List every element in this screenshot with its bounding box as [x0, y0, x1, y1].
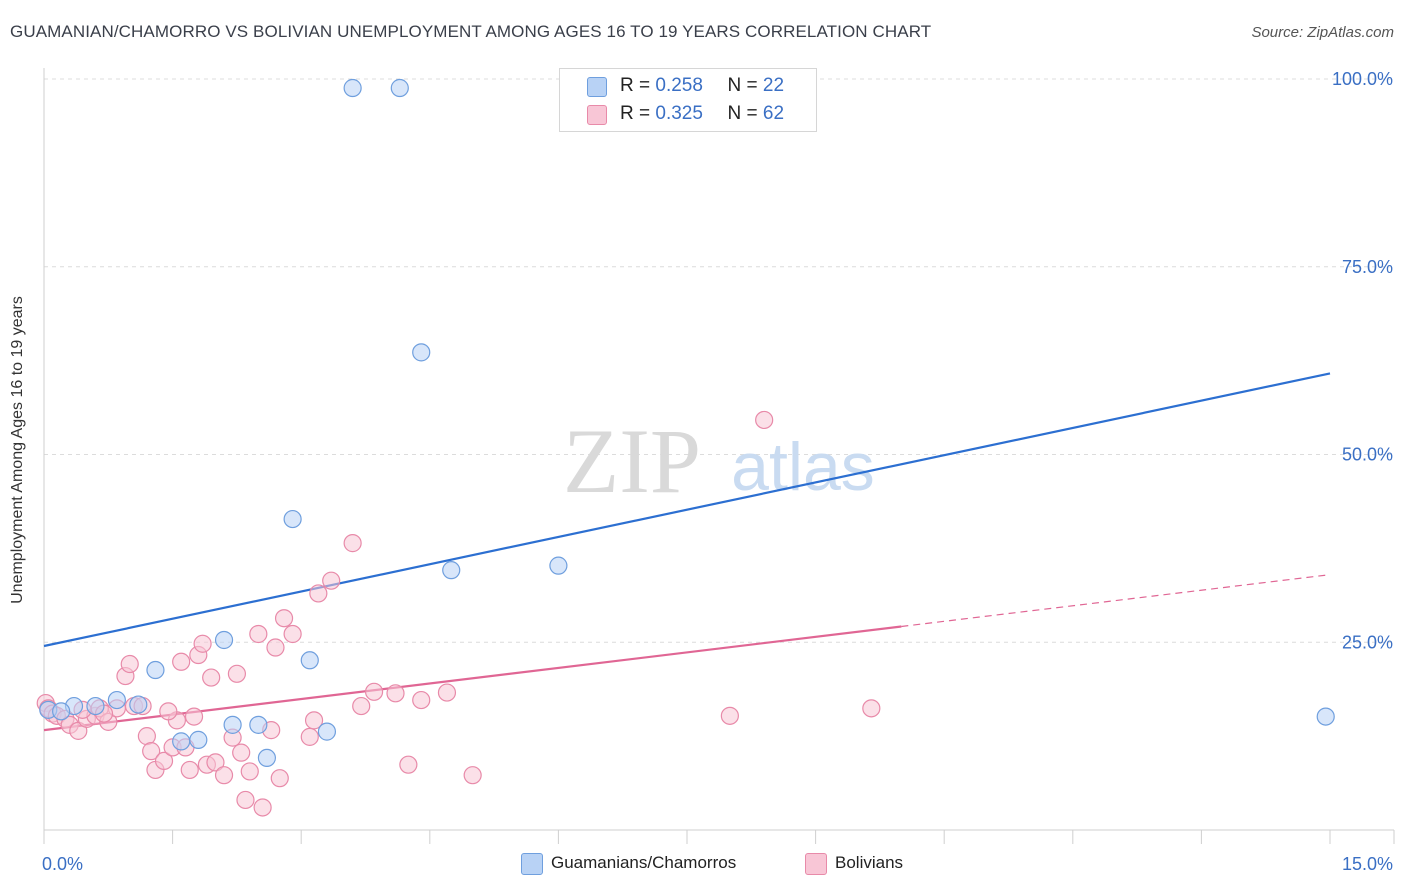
guamanians-points	[39, 78, 1335, 768]
data-point-pink	[253, 798, 272, 817]
bottom-legend-label: Bolivians	[835, 853, 904, 872]
data-point-blue	[189, 730, 208, 749]
data-point-blue	[390, 78, 409, 98]
data-point-blue	[86, 696, 105, 716]
y-tick-label: 25.0%	[1342, 632, 1393, 652]
data-point-pink	[399, 755, 418, 774]
data-point-blue	[1316, 707, 1335, 726]
legend-n-label: N =	[727, 103, 758, 124]
data-point-blue	[317, 722, 337, 741]
legend-swatch-blue	[587, 77, 607, 97]
data-point-blue	[129, 695, 148, 714]
legend-n-label: N =	[727, 75, 758, 96]
data-point-pink	[352, 696, 371, 716]
bottom-legend-swatch-blue	[521, 853, 543, 875]
data-point-pink	[172, 652, 191, 671]
watermark-zip: ZIP	[563, 410, 701, 512]
trend-line-blue	[43, 372, 1331, 648]
data-point-pink	[343, 534, 362, 553]
data-point-blue	[283, 509, 302, 529]
bottom-legend-swatch-pink	[805, 853, 827, 875]
axes	[43, 68, 1395, 844]
legend-swatch-pink	[587, 105, 607, 125]
data-point-blue	[214, 630, 234, 650]
legend-n-value: 22	[762, 75, 785, 96]
data-point-pink	[274, 609, 294, 628]
data-point-pink	[227, 664, 246, 683]
data-point-pink	[364, 682, 384, 701]
data-point-pink	[120, 654, 139, 674]
data-point-pink	[249, 624, 268, 644]
data-point-blue	[249, 715, 268, 734]
data-point-pink	[159, 702, 178, 721]
data-point-pink	[304, 711, 324, 730]
source-label: Source: ZipAtlas.com	[1251, 24, 1394, 41]
legend-r-value: 0.258	[655, 75, 703, 96]
data-point-pink	[142, 742, 161, 761]
data-point-pink	[720, 706, 739, 725]
legend-n-value: 62	[762, 103, 785, 124]
data-point-pink	[300, 727, 319, 746]
data-point-blue	[146, 660, 165, 680]
legend-r-label: R =	[620, 75, 651, 96]
data-point-pink	[206, 753, 225, 772]
x-tick-label-max: 15.0%	[1342, 854, 1393, 874]
data-point-blue	[549, 556, 568, 575]
data-point-pink	[283, 624, 302, 644]
legend-r-value: 0.325	[655, 103, 703, 124]
y-tick-label: 75.0%	[1342, 257, 1393, 277]
data-point-pink	[202, 668, 221, 687]
data-point-blue	[442, 561, 461, 580]
data-point-blue	[257, 748, 277, 768]
data-point-pink	[386, 684, 405, 703]
watermark: ZIP atlas	[563, 410, 875, 512]
correlation-legend: R = 0.258 N = 22 R = 0.325 N = 62	[559, 68, 817, 132]
data-point-blue	[223, 715, 242, 734]
data-point-blue	[343, 78, 362, 98]
data-point-pink	[463, 766, 482, 785]
bolivians-points	[36, 410, 881, 817]
trend-line-dashed-pink	[901, 574, 1331, 628]
data-point-pink	[180, 760, 199, 780]
data-point-pink	[232, 743, 251, 762]
x-tick-label-min: 0.0%	[42, 854, 83, 874]
data-point-blue	[172, 732, 191, 751]
legend-r-label: R =	[620, 103, 651, 124]
data-point-blue	[300, 651, 319, 670]
bottom-legend-label: Guamanians/Chamorros	[551, 853, 737, 872]
data-point-blue	[107, 690, 126, 710]
data-point-pink	[412, 690, 431, 710]
tick-labels: 25.0% 50.0% 75.0% 100.0% 0.0% 15.0%	[42, 69, 1393, 874]
chart-title: GUAMANIAN/CHAMORRO VS BOLIVIAN UNEMPLOYM…	[10, 22, 932, 41]
data-point-blue	[52, 702, 71, 721]
data-point-pink	[437, 683, 457, 702]
data-point-pink	[270, 769, 289, 788]
y-tick-label: 50.0%	[1342, 445, 1393, 465]
watermark-atlas: atlas	[731, 429, 875, 505]
y-axis-label: Unemployment Among Ages 16 to 19 years	[9, 296, 26, 604]
data-point-pink	[862, 699, 881, 718]
data-point-pink	[184, 707, 204, 726]
y-tick-label: 100.0%	[1332, 69, 1393, 89]
data-point-pink	[214, 766, 234, 785]
data-point-pink	[137, 727, 156, 746]
data-point-pink	[236, 790, 255, 810]
data-point-pink	[322, 571, 341, 590]
gridlines	[44, 78, 1394, 643]
data-point-pink	[240, 762, 259, 781]
data-point-pink	[266, 638, 285, 657]
data-point-pink	[755, 410, 774, 430]
data-point-blue	[412, 343, 431, 362]
data-point-pink	[309, 584, 328, 603]
data-point-pink	[154, 751, 174, 771]
data-point-pink	[193, 634, 212, 653]
